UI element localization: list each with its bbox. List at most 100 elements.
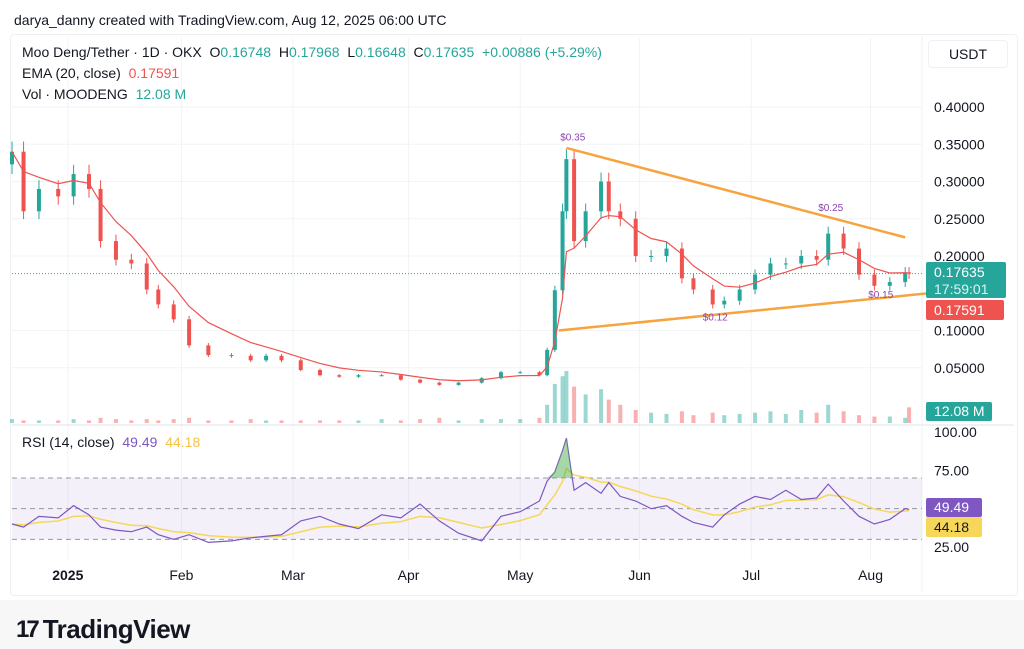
candle-body [144,263,149,290]
candle-body [187,319,192,346]
candle-body [10,151,14,165]
candle-body [56,188,61,197]
rsi-value: 49.49 [122,434,158,450]
volume-label: Vol · MOODENG [22,86,128,102]
candle-body [318,369,322,376]
candle-body [537,372,542,376]
volume-bar [479,419,484,423]
candle-body [229,355,234,357]
candle-body [606,181,611,212]
candle-body [87,174,91,189]
trendlines [558,146,929,332]
chart-credit: darya_danny created with TradingView.com… [14,12,447,28]
candle-body [710,289,715,305]
volume-bars [10,371,912,423]
volume-bar [857,415,861,423]
volume-bar [356,420,361,423]
volume-bar [156,420,161,423]
high-value: 0.17968 [288,44,340,60]
volume-bar [599,389,604,423]
ema-tag-bg [926,300,1004,320]
candle-body [691,278,696,290]
tradingview-logo[interactable]: 17 TradingView [16,614,190,645]
volume-bar [337,420,342,423]
volume-bar [552,384,557,423]
volume-bar [753,412,758,423]
close-value: 0.17635 [423,44,475,60]
candle-body [71,174,76,197]
candle-body [560,211,565,291]
candle-body [264,355,269,361]
volume-bar [737,413,742,423]
candle-body [545,349,550,376]
tradingview-logo-icon: 17 [16,615,40,643]
candle-body [129,259,134,264]
price-tick-label: 0.30000 [934,174,985,190]
rsi-line [11,437,910,544]
time-tick-label: Mar [281,567,305,583]
volume-bar [887,416,892,423]
candle-body [572,159,577,242]
volume-bar [907,407,912,423]
rsi-tick-label: 100.00 [934,424,977,440]
time-tick-label: 2025 [52,567,83,583]
volume-bar [456,420,461,423]
candle-body [298,360,303,370]
rsi-tick-label: 75.00 [934,462,969,478]
volume-bar [679,411,684,423]
candle-body [753,274,758,290]
chart-frame [10,34,1018,596]
open-value: 0.16748 [220,44,272,60]
candle-body [456,382,461,385]
brand-name: TradingView [42,614,191,644]
volume-value: 12.08 M [135,86,187,102]
volume-bar [379,419,384,423]
volume-legend[interactable]: Vol · MOODENG 12.08 M [22,86,186,102]
volume-bar [21,420,26,423]
volume-bar [98,417,103,423]
rsi-ma-tag: 44.18 [934,519,969,535]
price-annotation: $0.25 [818,203,843,214]
rsi-overbought-fill [547,438,573,479]
ema-line-path [11,151,910,382]
rsi-legend[interactable]: RSI (14, close) 49.49 44.18 [22,434,200,450]
price-tick-label: 0.05000 [934,360,985,376]
price-annotation: $0.15 [868,290,893,301]
rsi-ma-tag-bg [926,517,982,537]
price-annotation: $0.35 [560,132,585,143]
last-price-tag: 0.17635 [934,264,985,280]
time-tick-label: Feb [169,567,193,583]
currency-button[interactable]: USDT [928,40,1008,68]
candle-body [768,263,773,275]
volume-bar [710,412,715,423]
volume-bar [113,419,118,423]
price-tags: 0.17635 17:59:01 0.17591 12.08 M 49.49 4… [926,262,1006,537]
volume-tag: 12.08 M [934,403,985,419]
volume-bar [498,419,503,423]
footer [0,600,1024,649]
volume-bar [518,419,523,423]
time-tick-label: Jun [628,567,651,583]
candle-body [98,188,103,242]
volume-bar [187,417,192,423]
rsi-tag-bg [926,498,982,517]
candle-body [518,372,523,374]
low-label: L [347,44,356,60]
ema-line [11,151,922,382]
candle-body [799,256,804,264]
ema-legend[interactable]: EMA (20, close) 0.17591 [22,65,179,81]
candle-body [826,233,831,260]
candle-body [583,211,588,242]
candle-body [633,218,638,256]
time-tick-label: Apr [398,567,420,583]
volume-bar [318,420,322,423]
candle-body [722,300,727,305]
symbol-label[interactable]: Moo Deng/Tether · 1D · OKX [22,44,202,60]
candle-body [599,181,604,212]
volume-bar [398,420,403,423]
candle-body [903,272,908,283]
last-price-tag-bg [926,262,1006,298]
candle-body [337,375,342,377]
ema-value: 0.17591 [128,65,180,81]
